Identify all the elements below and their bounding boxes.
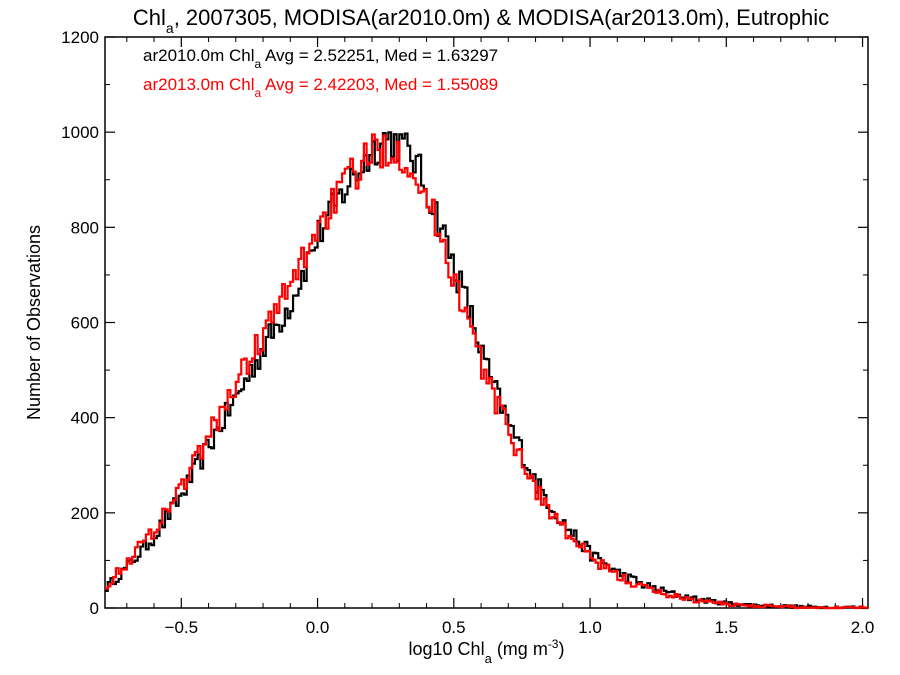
x-tick-label: 1.0 bbox=[578, 618, 602, 637]
series-layer bbox=[105, 131, 868, 610]
series-2-histogram bbox=[105, 133, 868, 610]
x-tick-label: 0.5 bbox=[442, 618, 466, 637]
y-tick-label: 600 bbox=[71, 314, 99, 333]
x-axis-label: log10 Chla (mg m-3) bbox=[409, 637, 565, 666]
axis-ticks: −0.5 0.0 0.5 1.0 1.5 2.0 0 200 400 600 800 1000 1200 bbox=[61, 28, 874, 637]
y-tick-label: 1000 bbox=[61, 123, 99, 142]
stat-line-1: ar2010.0m Chla Avg = 2.52251, Med = 1.63… bbox=[143, 46, 498, 71]
chart-title-text: Chla, 2007305, MODISA(ar2010.0m) & MODIS… bbox=[133, 5, 829, 36]
y-tick-label: 400 bbox=[71, 409, 99, 428]
x-tick-label: 2.0 bbox=[851, 618, 875, 637]
chart-title: Chla, 2007305, MODISA(ar2010.0m) & MODIS… bbox=[133, 5, 829, 36]
y-tick-label: 1200 bbox=[61, 28, 99, 47]
y-tick-label: 200 bbox=[71, 504, 99, 523]
y-tick-label: 0 bbox=[90, 599, 99, 618]
y-tick-label: 800 bbox=[71, 218, 99, 237]
x-tick-label: 0.0 bbox=[306, 618, 330, 637]
plot-frame bbox=[104, 36, 869, 609]
x-tick-label: 1.5 bbox=[714, 618, 738, 637]
stats-annotations: ar2010.0m Chla Avg = 2.52251, Med = 1.63… bbox=[143, 46, 498, 100]
y-axis-label: Number of Observations bbox=[24, 225, 44, 420]
stat-line-2: ar2013.0m Chla Avg = 2.42203, Med = 1.55… bbox=[143, 75, 498, 100]
x-tick-label: −0.5 bbox=[165, 618, 199, 637]
